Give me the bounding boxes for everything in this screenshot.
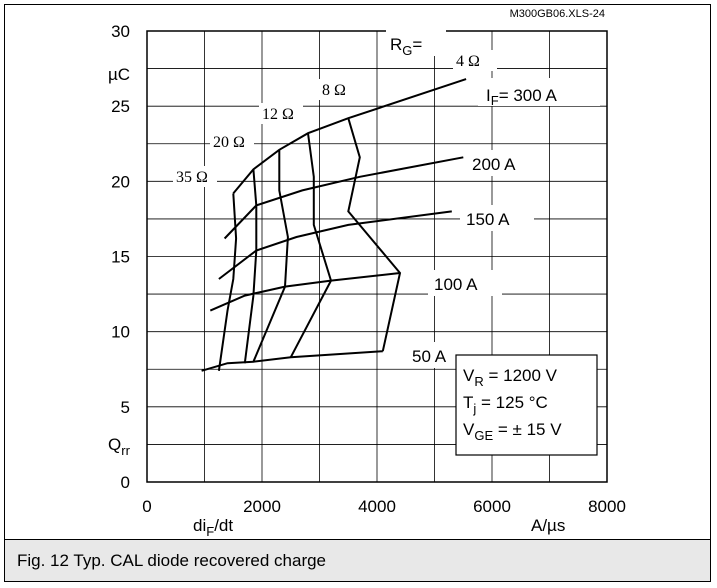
rg-curve-2 bbox=[252, 149, 289, 363]
if-label: 50 A bbox=[412, 347, 447, 366]
y-axis-label-main: Q bbox=[108, 435, 121, 454]
plot-border bbox=[146, 30, 608, 483]
if-label-bg bbox=[428, 270, 502, 296]
caption-bar: Fig. 12 Typ. CAL diode recovered charge bbox=[5, 539, 710, 581]
rg-curve-3 bbox=[289, 133, 333, 358]
condition-line-sub: j bbox=[472, 401, 476, 416]
if-label-bg bbox=[466, 150, 540, 176]
rg-label: 12 Ω bbox=[262, 106, 294, 123]
rg-label: 4 Ω bbox=[456, 53, 480, 70]
condition-line-main: V bbox=[463, 366, 475, 385]
rg-heading-bg bbox=[386, 30, 446, 56]
y-unit-label: µC bbox=[108, 65, 130, 84]
condition-line: Tj = 125 °C bbox=[463, 393, 548, 416]
y-tick-label: 20 bbox=[111, 172, 130, 191]
x-tick-label: 2000 bbox=[243, 497, 281, 516]
if-curve-1 bbox=[209, 272, 401, 312]
source-tag: M300GB06.XLS-24 bbox=[510, 8, 605, 20]
y-tick-label: 5 bbox=[121, 398, 130, 417]
condition-line-rest: = 1200 V bbox=[484, 366, 558, 385]
rg-label-bg bbox=[319, 79, 363, 100]
if-curve-3 bbox=[223, 156, 464, 240]
y-tick-label: 10 bbox=[111, 323, 130, 342]
x-axis-label-main: di bbox=[193, 516, 206, 535]
if-label-bg bbox=[460, 205, 534, 231]
conditions-box bbox=[455, 354, 598, 456]
rg-heading-rest: = bbox=[412, 35, 422, 54]
condition-line: VR = 1200 V bbox=[463, 366, 558, 389]
rg-label: 20 Ω bbox=[213, 134, 245, 151]
condition-line-sub: GE bbox=[474, 428, 493, 443]
y-tick-label: 30 bbox=[111, 22, 130, 41]
x-tick-label: 0 bbox=[142, 497, 151, 516]
rg-label: 35 Ω bbox=[176, 169, 208, 186]
if-label-bg bbox=[478, 78, 600, 106]
condition-line-main: V bbox=[463, 420, 475, 439]
condition-line-main: T bbox=[463, 393, 473, 412]
if-label-300: IF= 300 A bbox=[486, 86, 557, 108]
x-tick-label: 8000 bbox=[588, 497, 626, 516]
if-label: 150 A bbox=[466, 210, 510, 229]
rg-label-bg bbox=[259, 103, 303, 124]
y-axis-label: Qrr bbox=[108, 435, 131, 458]
chart: 0 5 10 15 20 25 30 0 2000 4000 6000 8000 µC Qrr diF/dt… bbox=[108, 8, 626, 539]
if-label: 200 A bbox=[472, 155, 516, 174]
condition-line-rest: = 125 °C bbox=[476, 393, 548, 412]
rg-curve-1 bbox=[243, 169, 258, 364]
y-tick-label: 0 bbox=[121, 473, 130, 492]
rg-label-bg bbox=[210, 131, 254, 152]
if-curve-2 bbox=[218, 210, 452, 280]
condition-line-rest: = ± 15 V bbox=[493, 420, 562, 439]
rg-heading-main: R bbox=[390, 35, 402, 54]
rg-curve-0 bbox=[217, 193, 238, 371]
x-unit-label: A/µs bbox=[531, 516, 565, 535]
condition-line-sub: R bbox=[474, 374, 483, 389]
x-axis-label-sub: F bbox=[206, 524, 214, 539]
y-tick-label: 25 bbox=[111, 97, 130, 116]
if-curve-4 bbox=[232, 78, 467, 195]
if-label: 100 A bbox=[434, 275, 478, 294]
figure-caption: Fig. 12 Typ. CAL diode recovered charge bbox=[17, 551, 327, 570]
y-tick-label: 15 bbox=[111, 248, 130, 267]
rg-label: 8 Ω bbox=[322, 82, 346, 99]
x-axis-label-rest: /dt bbox=[214, 516, 233, 535]
rg-curve-4 bbox=[347, 117, 402, 352]
x-axis-label: diF/dt bbox=[193, 516, 233, 539]
rg-heading-sub: G bbox=[402, 43, 412, 58]
rg-label-bg bbox=[173, 166, 217, 187]
rg-label-bg bbox=[453, 50, 497, 71]
rg-heading: RG= bbox=[390, 35, 422, 58]
y-axis-label-sub: rr bbox=[121, 443, 130, 458]
condition-line: VGE = ± 15 V bbox=[463, 420, 562, 443]
x-tick-label: 6000 bbox=[473, 497, 511, 516]
x-tick-label: 4000 bbox=[358, 497, 396, 516]
